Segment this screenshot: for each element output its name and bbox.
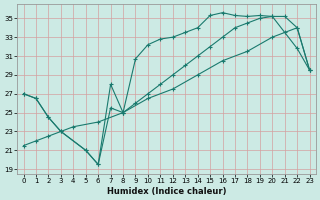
X-axis label: Humidex (Indice chaleur): Humidex (Indice chaleur) — [107, 187, 226, 196]
